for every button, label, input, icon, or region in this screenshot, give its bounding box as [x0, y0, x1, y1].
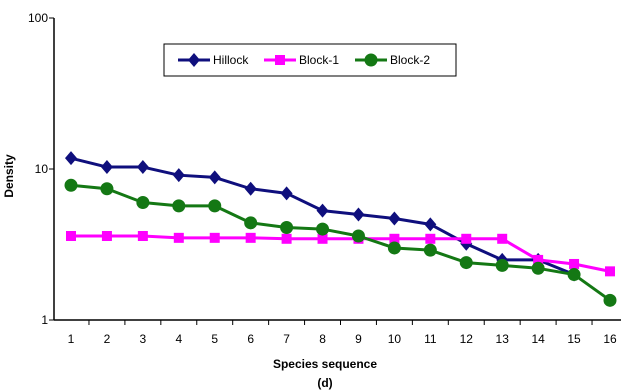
x-tick-label: 16: [603, 332, 617, 346]
x-tick-label: 9: [355, 332, 362, 346]
data-point-hillock: [352, 207, 365, 222]
legend-box: [163, 43, 457, 77]
x-tick-label: 5: [211, 332, 218, 346]
data-point-block-1: [497, 233, 508, 244]
legend-label-block-2: Block-2: [390, 53, 430, 67]
data-point-hillock: [172, 168, 185, 183]
x-tick-label: 3: [140, 332, 147, 346]
series-block-2: [64, 178, 617, 307]
legend-label-hillock: Hillock: [213, 53, 249, 67]
data-point-block-2: [387, 241, 401, 255]
x-tick-label: 8: [319, 332, 326, 346]
legend: Hillock Block-1 Block-2: [163, 43, 457, 77]
x-tick-label: 1: [68, 332, 75, 346]
x-tick-label: 4: [175, 332, 182, 346]
data-point-block-1: [209, 232, 220, 243]
data-point-block-2: [459, 256, 473, 270]
x-axis-title: Species sequence: [273, 357, 377, 371]
data-point-block-1: [605, 266, 615, 277]
legend-marker-hillock: [188, 53, 200, 67]
y-axis-title: Density: [2, 154, 16, 198]
series-hillock: [65, 151, 581, 282]
legend-item-hillock: Hillock: [178, 53, 249, 67]
data-point-hillock: [316, 203, 329, 218]
data-point-block-2: [280, 220, 294, 234]
y-tick-label: 10: [35, 162, 49, 176]
data-point-block-1: [245, 232, 256, 243]
data-point-block-1: [173, 232, 184, 243]
data-point-block-2: [423, 243, 437, 257]
y-tick-label: 1: [41, 313, 48, 327]
series-line-block-1: [71, 234, 611, 273]
data-point-hillock: [208, 170, 221, 185]
x-tick-label: 2: [104, 332, 111, 346]
x-tick-label: 6: [247, 332, 254, 346]
data-point-hillock: [65, 151, 77, 166]
data-point-hillock: [244, 181, 257, 196]
legend-item-block-1: Block-1: [264, 53, 339, 67]
data-point-hillock: [100, 160, 113, 175]
data-point-block-2: [136, 195, 150, 209]
data-point-block-1: [533, 254, 544, 265]
data-point-block-2: [208, 199, 222, 213]
data-point-block-1: [425, 233, 436, 244]
data-point-block-2: [531, 261, 545, 275]
data-point-block-2: [316, 222, 330, 236]
data-point-block-1: [461, 233, 472, 244]
data-point-block-1: [317, 233, 328, 244]
data-point-block-2: [603, 293, 617, 307]
data-point-block-2: [64, 178, 78, 192]
data-point-block-2: [351, 229, 365, 243]
series-line-block-2: [70, 183, 611, 302]
x-tick-label: 11: [424, 332, 437, 346]
legend-label-block-1: Block-1: [299, 53, 339, 67]
x-tick-label: 13: [496, 332, 510, 346]
data-point-block-2: [172, 199, 186, 213]
data-point-block-1: [101, 230, 112, 241]
data-point-hillock: [280, 186, 293, 201]
data-point-block-2: [244, 216, 258, 230]
data-point-block-1: [66, 230, 76, 241]
series-layer: [64, 151, 617, 307]
data-point-hillock: [388, 211, 401, 226]
data-point-block-2: [100, 182, 114, 196]
y-tick-label: 100: [28, 11, 48, 25]
x-tick-label: 7: [283, 332, 290, 346]
x-tick-label: 14: [531, 332, 545, 346]
chart-caption: (d): [317, 376, 332, 390]
legend-marker-block-1: [275, 55, 285, 65]
x-tick-label: 12: [460, 332, 474, 346]
data-point-block-1: [389, 233, 400, 244]
data-point-hillock: [136, 160, 149, 175]
data-point-block-2: [567, 268, 581, 282]
x-tick-label: 15: [567, 332, 581, 346]
legend-item-block-2: Block-2: [355, 53, 430, 67]
legend-marker-block-2: [364, 53, 378, 67]
data-point-block-1: [281, 233, 292, 244]
x-tick-label: 10: [388, 332, 402, 346]
data-point-block-1: [569, 258, 580, 269]
data-point-block-1: [137, 230, 148, 241]
data-point-hillock: [424, 217, 437, 232]
data-point-block-2: [495, 258, 509, 272]
